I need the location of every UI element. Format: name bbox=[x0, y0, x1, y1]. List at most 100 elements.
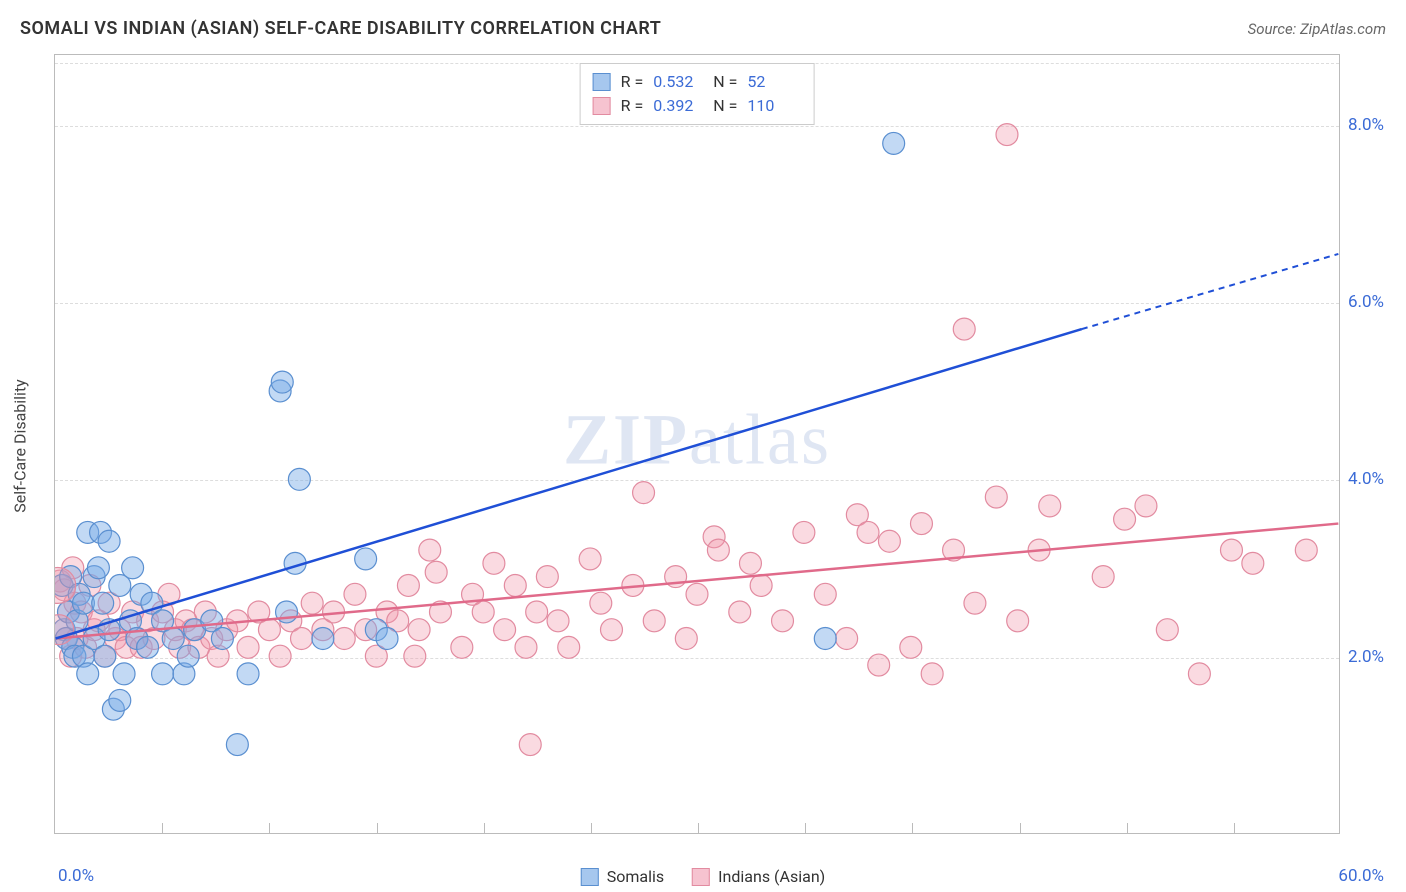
scatter-point bbox=[519, 734, 541, 756]
y-tick-label: 4.0% bbox=[1348, 469, 1384, 489]
scatter-point bbox=[312, 628, 334, 650]
scatter-point bbox=[333, 628, 355, 650]
scatter-point bbox=[98, 530, 120, 552]
legend-series: Somalis Indians (Asian) bbox=[581, 867, 825, 886]
scatter-point bbox=[226, 734, 248, 756]
scatter-point bbox=[643, 610, 665, 632]
legend-item-indians: Indians (Asian) bbox=[692, 867, 825, 886]
scatter-point bbox=[836, 628, 858, 650]
scatter-point bbox=[772, 610, 794, 632]
scatter-point bbox=[1114, 508, 1136, 530]
scatter-point bbox=[162, 628, 184, 650]
scatter-point bbox=[237, 636, 259, 658]
scatter-point bbox=[985, 486, 1007, 508]
scatter-point bbox=[1295, 539, 1317, 561]
legend-swatch-blue bbox=[593, 73, 611, 91]
scatter-point bbox=[237, 663, 259, 685]
scatter-point bbox=[675, 628, 697, 650]
legend-label: Indians (Asian) bbox=[718, 867, 825, 886]
scatter-point bbox=[109, 689, 131, 711]
scatter-point bbox=[633, 482, 655, 504]
scatter-point bbox=[911, 513, 933, 535]
scatter-point bbox=[258, 619, 280, 641]
scatter-point bbox=[451, 636, 473, 658]
scatter-point bbox=[408, 619, 430, 641]
scatter-point bbox=[814, 583, 836, 605]
y-tick-label: 2.0% bbox=[1348, 647, 1384, 667]
scatter-point bbox=[515, 636, 537, 658]
legend-swatch-pink bbox=[692, 868, 710, 886]
legend-r-value: 0.532 bbox=[653, 70, 703, 94]
scatter-point bbox=[355, 548, 377, 570]
y-tick-label: 6.0% bbox=[1348, 292, 1384, 312]
scatter-point bbox=[1007, 610, 1029, 632]
y-axis-label: Self-Care Disability bbox=[11, 379, 30, 513]
scatter-point bbox=[152, 663, 174, 685]
scatter-point bbox=[814, 628, 836, 650]
scatter-point bbox=[425, 561, 447, 583]
legend-n-label: N = bbox=[713, 94, 737, 118]
scatter-point bbox=[77, 663, 99, 685]
scatter-point bbox=[211, 628, 233, 650]
scatter-point bbox=[590, 592, 612, 614]
legend-swatch-pink bbox=[593, 97, 611, 115]
scatter-point bbox=[344, 583, 366, 605]
y-tick-label: 8.0% bbox=[1348, 115, 1384, 135]
scatter-point bbox=[793, 521, 815, 543]
scatter-point bbox=[739, 552, 761, 574]
legend-label: Somalis bbox=[607, 867, 664, 886]
scatter-point bbox=[1188, 663, 1210, 685]
scatter-point bbox=[1242, 552, 1264, 574]
x-axis-min: 0.0% bbox=[58, 866, 94, 886]
legend-row-series-1: R = 0.532 N = 52 bbox=[593, 70, 798, 94]
scatter-point bbox=[483, 552, 505, 574]
scatter-point bbox=[868, 654, 890, 676]
scatter-point bbox=[291, 628, 313, 650]
scatter-point bbox=[547, 610, 569, 632]
scatter-point bbox=[301, 592, 323, 614]
scatter-point bbox=[857, 521, 879, 543]
legend-n-value: 52 bbox=[747, 70, 797, 94]
scatter-point bbox=[536, 566, 558, 588]
legend-row-series-2: R = 0.392 N = 110 bbox=[593, 94, 798, 118]
scatter-point bbox=[1156, 619, 1178, 641]
scatter-point bbox=[376, 628, 398, 650]
scatter-point bbox=[122, 557, 144, 579]
scatter-point bbox=[87, 557, 109, 579]
scatter-point bbox=[601, 619, 623, 641]
scatter-point bbox=[729, 601, 751, 623]
scatter-point bbox=[504, 574, 526, 596]
scatter-point bbox=[1092, 566, 1114, 588]
scatter-point bbox=[177, 645, 199, 667]
scatter-point bbox=[137, 636, 159, 658]
scatter-point bbox=[964, 592, 986, 614]
legend-r-label: R = bbox=[621, 70, 644, 94]
scatter-point bbox=[404, 645, 426, 667]
scatter-point bbox=[953, 318, 975, 340]
scatter-point bbox=[271, 371, 293, 393]
legend-n-value: 110 bbox=[747, 94, 797, 118]
x-axis-max: 60.0% bbox=[1338, 866, 1384, 886]
scatter-point bbox=[94, 645, 116, 667]
scatter-point bbox=[883, 132, 905, 154]
scatter-point bbox=[92, 592, 114, 614]
legend-item-somalis: Somalis bbox=[581, 867, 664, 886]
scatter-point bbox=[269, 645, 291, 667]
scatter-point bbox=[558, 636, 580, 658]
legend-r-label: R = bbox=[621, 94, 644, 118]
scatter-point bbox=[579, 548, 601, 570]
scatter-point bbox=[1135, 495, 1157, 517]
scatter-point bbox=[921, 663, 943, 685]
legend-correlation: R = 0.532 N = 52 R = 0.392 N = 110 bbox=[580, 63, 815, 125]
trend-line bbox=[1082, 254, 1339, 329]
scatter-point bbox=[494, 619, 516, 641]
scatter-point bbox=[1039, 495, 1061, 517]
scatter-point bbox=[288, 468, 310, 490]
scatter-point bbox=[472, 601, 494, 623]
scatter-point bbox=[397, 574, 419, 596]
scatter-point bbox=[707, 539, 729, 561]
scatter-point bbox=[419, 539, 441, 561]
legend-r-value: 0.392 bbox=[653, 94, 703, 118]
legend-swatch-blue bbox=[581, 868, 599, 886]
chart-title: SOMALI VS INDIAN (ASIAN) SELF-CARE DISAB… bbox=[20, 18, 661, 39]
